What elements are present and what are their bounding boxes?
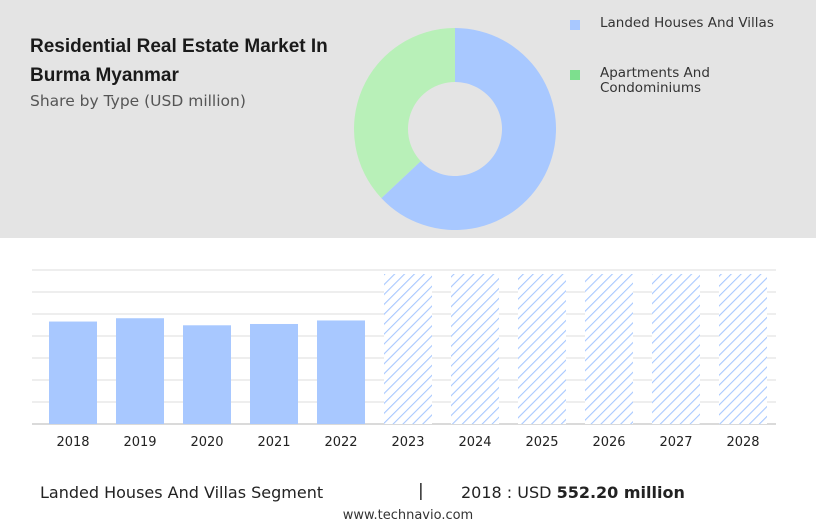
footer-value: 552.20 million (556, 483, 685, 502)
x-tick-label-2019: 2019 (123, 435, 156, 450)
donut-slice-apartments-and-condominiums (354, 28, 455, 199)
x-tick-label-2023: 2023 (391, 435, 424, 450)
bar-2022 (317, 320, 365, 424)
footer-year-label: 2018 : USD (461, 483, 557, 502)
forecast-bar-2025 (518, 274, 566, 424)
chart-title: Residential Real Estate Market In Burma … (30, 36, 328, 86)
bar-chart: 2018 2019 2020 2021 2022 2023 2024 2025 2026 2027… (32, 269, 776, 450)
legend-swatch-apartments (570, 70, 580, 80)
x-tick-label-2022: 2022 (324, 435, 357, 450)
donut-slice-landed-houses-and-villas (381, 28, 556, 230)
footer-separator: | (418, 481, 424, 501)
x-tick-label-2026: 2026 (592, 435, 625, 450)
legend-swatch-landed (570, 20, 580, 30)
x-tick-label-2018: 2018 (56, 435, 89, 450)
legend-label-landed: Landed Houses And Villas (600, 15, 774, 31)
chart-subtitle: Share by Type (USD million) (30, 92, 246, 110)
forecast-bar-2028 (719, 274, 767, 424)
x-tick-label-2024: 2024 (458, 435, 491, 450)
legend-label-apartments: Apartments And Condominiums (600, 65, 710, 96)
forecast-bar-2027 (652, 274, 700, 424)
x-tick-label-2027: 2027 (659, 435, 692, 450)
source-link[interactable]: www.technavio.com (342, 508, 474, 523)
x-tick-label-2020: 2020 (190, 435, 223, 450)
donut-chart (354, 28, 556, 230)
forecast-bar-2023 (384, 274, 432, 424)
bar-2021 (250, 323, 298, 424)
x-tick-label-2028: 2028 (726, 435, 759, 450)
bar-2018 (49, 321, 97, 424)
x-tick-label-2021: 2021 (257, 435, 290, 450)
bar-2020 (183, 325, 231, 424)
forecast-bar-2026 (585, 274, 633, 424)
footer-segment: Landed Houses And Villas Segment (40, 483, 324, 502)
forecast-bar-2024 (451, 274, 499, 424)
x-tick-label-2025: 2025 (525, 435, 558, 450)
bar-2019 (116, 318, 164, 424)
footer-value-line: 2018 : USD 552.20 million (461, 483, 685, 502)
